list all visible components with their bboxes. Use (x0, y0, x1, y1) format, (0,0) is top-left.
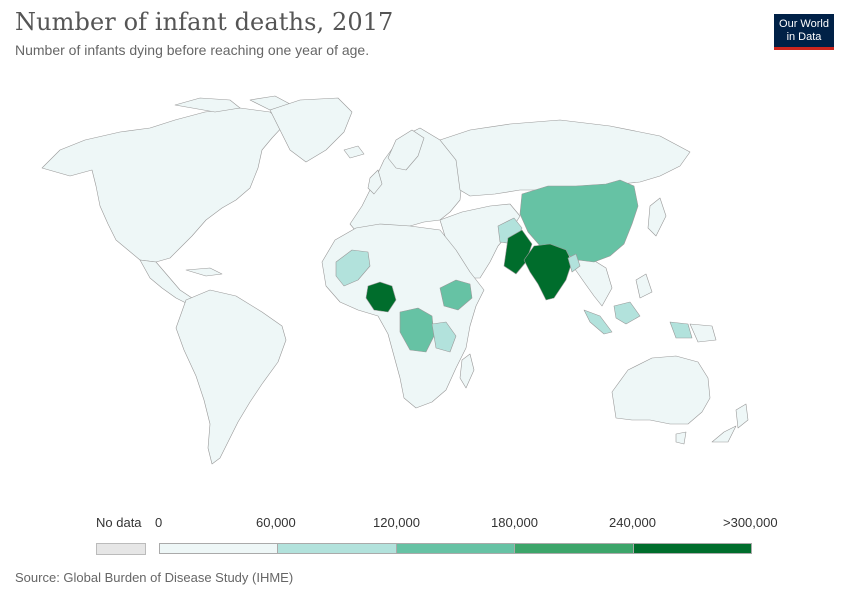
pakistan (503, 229, 533, 275)
nigeria (365, 281, 397, 313)
legend-tick-4: 240,000 (609, 515, 656, 530)
chart-title: Number of infant deaths, 2017 (15, 8, 394, 36)
legend-tick-3: 180,000 (491, 515, 538, 530)
legend-bin-3[interactable] (515, 543, 634, 554)
legend-tick-2: 120,000 (373, 515, 420, 530)
owid-logo[interactable]: Our World in Data (774, 14, 834, 50)
legend-color-scale (159, 543, 753, 554)
south-america (175, 289, 287, 465)
japan (647, 197, 667, 237)
philippines (635, 273, 653, 299)
uk (367, 169, 383, 195)
new-zealand-south (711, 425, 737, 443)
logo-line-1: Our World (779, 18, 829, 30)
tanzania (431, 321, 457, 353)
legend-tick-5: >300,000 (723, 515, 778, 530)
central-america (139, 259, 193, 305)
papua-new-guinea (689, 323, 717, 343)
chart-subtitle: Number of infants dying before reaching … (15, 42, 370, 58)
legend-bin-1[interactable] (278, 543, 397, 554)
logo-line-2: in Data (786, 31, 822, 43)
legend-tick-0: 0 (155, 515, 163, 530)
indonesia (583, 309, 613, 335)
legend-tick-1: 60,000 (256, 515, 296, 530)
iceland (343, 145, 365, 159)
legend-bin-2[interactable] (396, 543, 516, 554)
india (523, 243, 573, 301)
legend-nodata-label: No data (96, 515, 142, 530)
caribbean (185, 267, 223, 277)
scandinavia (387, 129, 425, 171)
new-zealand (735, 403, 749, 429)
ethiopia (439, 279, 473, 311)
mali (335, 249, 371, 287)
indonesia-borneo (613, 301, 641, 325)
dr-congo (399, 307, 435, 353)
source-note[interactable]: Source: Global Burden of Disease Study (… (15, 570, 294, 585)
bangladesh (567, 253, 581, 273)
north-america (41, 107, 286, 263)
australia (611, 355, 711, 425)
china (519, 179, 639, 263)
legend-bin-4[interactable] (633, 543, 753, 554)
madagascar (459, 353, 475, 389)
legend-nodata-swatch (96, 543, 146, 555)
legend-bin-0[interactable] (159, 543, 279, 554)
tasmania (675, 431, 687, 445)
russia (439, 119, 691, 197)
arctic-islands (174, 97, 241, 113)
greenland (269, 97, 353, 163)
indonesia-papua (669, 321, 693, 339)
